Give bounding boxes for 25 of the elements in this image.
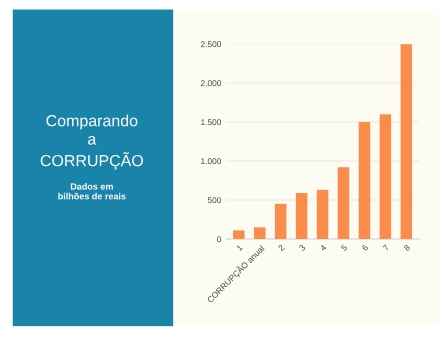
bar <box>233 230 245 239</box>
y-tick-label: 500 <box>208 197 222 204</box>
x-tick-label: 2 <box>278 244 285 252</box>
bar <box>380 114 392 239</box>
bar <box>274 204 286 239</box>
y-tick-label: 1.500 <box>201 119 222 126</box>
text: Dados em bilhões de reais <box>58 183 126 200</box>
bar <box>316 190 328 239</box>
y-tick-label: 2.500 <box>200 41 222 48</box>
bar <box>358 122 370 239</box>
x-tick-label: 8 <box>403 244 410 252</box>
y-tick-label: 0 <box>217 236 222 242</box>
x-tick-label: 4 <box>320 244 327 252</box>
bar <box>296 192 308 239</box>
y-tick-label: 1.000 <box>201 158 222 164</box>
x-tick-label: 7 <box>382 244 390 252</box>
text: Comparando a CORRUPÇÃO <box>40 114 143 170</box>
x-tick-label: 5 <box>340 244 348 252</box>
x-tick-label: 6 <box>362 244 369 252</box>
y-tick-label: 2.000 <box>200 80 222 86</box>
bar <box>338 167 350 239</box>
bar <box>254 227 266 239</box>
x-tick-label: 1 <box>236 244 243 251</box>
bar <box>400 44 412 239</box>
x-tick-label: 3 <box>298 244 306 252</box>
